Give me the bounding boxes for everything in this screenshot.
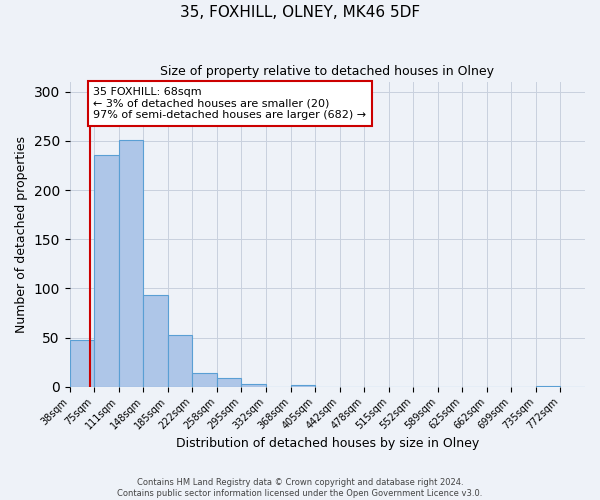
Bar: [241, 384, 266, 386]
Bar: [94, 154, 119, 386]
Bar: [217, 378, 241, 386]
Bar: [290, 385, 315, 386]
Bar: [119, 140, 143, 386]
Bar: [193, 373, 217, 386]
Bar: [168, 334, 193, 386]
Title: Size of property relative to detached houses in Olney: Size of property relative to detached ho…: [160, 65, 494, 78]
Bar: [70, 340, 94, 386]
Y-axis label: Number of detached properties: Number of detached properties: [15, 136, 28, 333]
Bar: [143, 296, 168, 386]
Text: Contains HM Land Registry data © Crown copyright and database right 2024.
Contai: Contains HM Land Registry data © Crown c…: [118, 478, 482, 498]
Text: 35 FOXHILL: 68sqm
← 3% of detached houses are smaller (20)
97% of semi-detached : 35 FOXHILL: 68sqm ← 3% of detached house…: [93, 87, 367, 120]
X-axis label: Distribution of detached houses by size in Olney: Distribution of detached houses by size …: [176, 437, 479, 450]
Text: 35, FOXHILL, OLNEY, MK46 5DF: 35, FOXHILL, OLNEY, MK46 5DF: [180, 5, 420, 20]
